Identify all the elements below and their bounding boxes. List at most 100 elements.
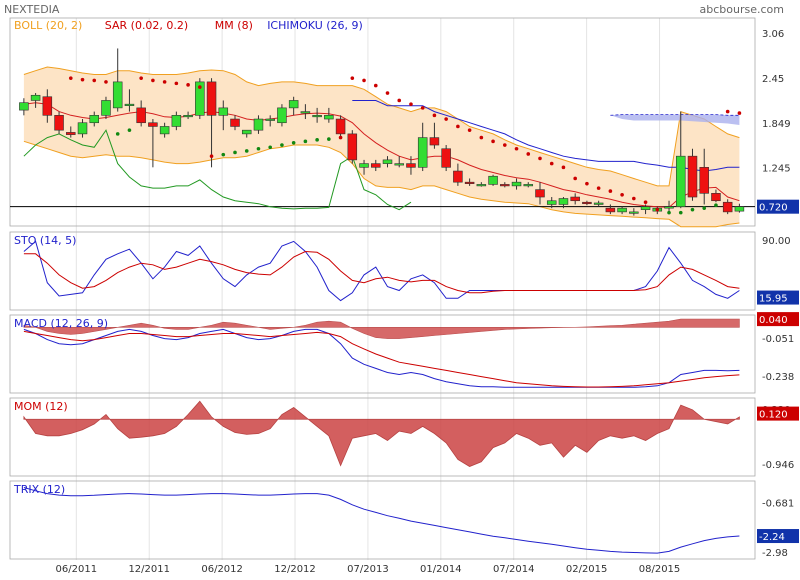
legend-entry-0: BOLL (20, 2)	[14, 19, 82, 32]
candle-body	[89, 115, 100, 124]
candle-body	[429, 137, 440, 146]
price-y-tick: 1.245	[762, 164, 791, 175]
sar-dot	[491, 139, 495, 144]
trix-panel-plot	[23, 487, 740, 554]
candle-body	[195, 81, 205, 116]
sar-dot	[80, 77, 85, 82]
price-panel-plot	[10, 48, 755, 228]
candle-body	[183, 115, 193, 118]
sar-dot	[244, 149, 249, 153]
sar-dot	[620, 193, 624, 197]
sar-dot	[526, 152, 531, 156]
candle-body	[441, 148, 451, 168]
mom-panel-plot	[23, 400, 740, 467]
sar-dot	[127, 128, 132, 132]
candle-body	[19, 102, 29, 111]
sar-dot	[209, 154, 214, 158]
sar-dot	[338, 135, 343, 140]
sar-dot	[256, 146, 261, 151]
sar-dot	[315, 138, 319, 142]
candle-body	[699, 167, 709, 194]
sar-dot	[643, 200, 648, 205]
candle-body	[511, 181, 522, 187]
candle-body	[30, 94, 41, 101]
sto-panel-frame	[9, 231, 756, 311]
sar-dot	[104, 80, 108, 84]
sar-dot	[549, 161, 554, 166]
candle-body	[335, 118, 346, 135]
sar-dot	[233, 150, 237, 155]
x-tick-label: 07/2013	[347, 564, 389, 575]
indicator-series-0	[23, 328, 740, 388]
legend-entry-3: ICHIMOKU (26, 9)	[267, 19, 363, 32]
x-tick-label: 06/2011	[56, 564, 98, 575]
price-y-tick: 2.45	[762, 74, 784, 85]
sar-dot	[397, 98, 402, 103]
candle-body	[546, 200, 557, 205]
candle-body	[359, 163, 369, 168]
candle-body	[241, 129, 252, 135]
x-tick-label: 06/2012	[201, 564, 243, 575]
sar-dot	[667, 210, 671, 215]
candle-body	[218, 107, 229, 116]
price-last-value: 0.720	[759, 203, 788, 214]
candle-body	[324, 115, 334, 120]
candle-body	[453, 170, 463, 183]
mom-panel-last-value: 0.120	[759, 410, 788, 421]
indicator-series-0	[23, 240, 740, 302]
macd-histogram-area	[23, 318, 740, 339]
candle-body	[54, 115, 64, 131]
sto-panel-y-tick: 90.00	[762, 236, 791, 247]
sar-dot	[198, 85, 202, 89]
sar-dot	[702, 206, 707, 210]
mom-panel-frame	[9, 397, 756, 477]
candle-body	[77, 122, 88, 135]
candle-body	[570, 196, 580, 202]
source-label: abcbourse.com	[699, 3, 784, 16]
sar-dot	[174, 81, 179, 86]
sto-panel-last-value-box	[757, 290, 799, 305]
candle-body	[582, 201, 592, 205]
mom-panel-y-tick: -0.946	[762, 460, 794, 471]
candle-body	[394, 163, 404, 166]
candle-body	[664, 206, 674, 209]
sar-dot	[714, 203, 718, 207]
trix-panel-y-tick: -0.681	[762, 498, 794, 509]
sar-dot	[456, 124, 460, 129]
legend-entry-1: SAR (0.02, 0.2)	[105, 19, 188, 32]
x-tick-label: 12/2012	[274, 564, 316, 575]
sto-panel-plot	[23, 240, 740, 302]
sar-dot	[585, 181, 589, 186]
sar-dot	[479, 135, 484, 140]
price-y-tick: 3.06	[762, 29, 784, 40]
sar-dot	[538, 156, 542, 161]
candle-body	[476, 184, 487, 187]
candle-body	[535, 189, 545, 198]
sar-dot	[725, 109, 730, 114]
sar-dot	[280, 143, 284, 147]
sar-dot	[690, 207, 695, 212]
candle-body	[253, 118, 264, 131]
price-panel-frame	[9, 17, 756, 227]
candle-body	[500, 184, 510, 187]
sar-dot	[68, 76, 73, 80]
sar-dot	[350, 76, 355, 80]
ichimoku-kijun-line	[352, 100, 740, 172]
indicator-series-0	[23, 487, 740, 554]
indicator-series-1	[23, 250, 740, 294]
legend-entry-2: MM (8)	[215, 19, 253, 32]
sar-dot	[373, 83, 378, 88]
candle-body	[171, 115, 182, 127]
candle-body	[734, 206, 745, 212]
candle-body	[66, 132, 76, 135]
candle-body	[417, 137, 428, 168]
sar-dot	[327, 137, 331, 141]
sar-dot	[467, 128, 472, 132]
sar-dot	[561, 165, 566, 170]
sar-dot	[420, 106, 425, 110]
candle-body	[406, 163, 416, 168]
sar-dot	[514, 146, 519, 151]
boll-upper-line	[23, 66, 740, 187]
legend-entry-0: STO (14, 5)	[14, 234, 76, 247]
